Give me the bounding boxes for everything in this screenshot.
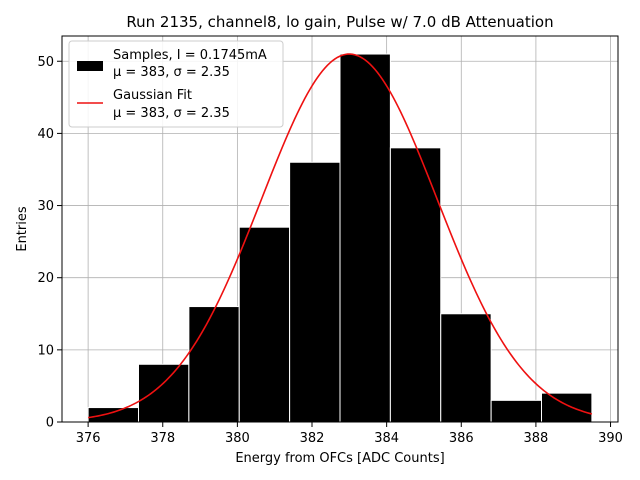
histogram-bar	[137, 363, 190, 423]
chart-title: Run 2135, channel8, lo gain, Pulse w/ 7.…	[126, 13, 553, 31]
histogram-bar	[389, 147, 442, 423]
legend-samples-label: Samples, I = 0.1745mA	[113, 48, 267, 63]
x-tick-label: 388	[523, 431, 548, 446]
x-axis-title: Energy from OFCs [ADC Counts]	[235, 451, 444, 466]
histogram-bar	[87, 407, 139, 423]
x-axis-ticks: 376 378 380 382 384 386 388 390	[76, 422, 623, 446]
y-axis-title: Entries	[15, 206, 30, 252]
y-tick-label: 50	[37, 55, 54, 70]
gaussian-fit-line	[88, 53, 593, 419]
x-tick-label: 376	[76, 431, 101, 446]
x-tick-label: 384	[374, 431, 399, 446]
x-tick-label: 378	[150, 431, 175, 446]
histogram-bar	[238, 226, 291, 423]
legend-fit-stats: μ = 383, σ = 2.35	[113, 106, 230, 121]
legend: Samples, I = 0.1745mA μ = 383, σ = 2.35 …	[68, 40, 284, 128]
histogram-bars	[87, 53, 593, 423]
x-tick-label: 382	[300, 431, 325, 446]
histogram-bar	[289, 161, 341, 423]
histogram-bar	[339, 53, 391, 423]
histogram-bar	[490, 399, 543, 423]
histogram-bar	[541, 392, 593, 423]
histogram-bar	[188, 306, 240, 423]
legend-samples-swatch	[77, 61, 103, 71]
plot-frame	[61, 35, 619, 423]
x-tick-label: 386	[449, 431, 474, 446]
x-tick-label: 390	[598, 431, 623, 446]
legend-box	[68, 40, 284, 128]
x-tick-label: 380	[225, 431, 250, 446]
y-axis-ticks: 0 10 20 30 40 50	[37, 55, 62, 431]
y-tick-label: 40	[37, 127, 54, 142]
y-tick-label: 0	[46, 416, 54, 431]
histogram-bar	[440, 313, 492, 423]
y-tick-label: 20	[37, 271, 54, 286]
legend-fit-label: Gaussian Fit	[113, 88, 192, 103]
y-tick-label: 10	[37, 343, 54, 358]
y-tick-label: 30	[37, 199, 54, 214]
legend-samples-stats: μ = 383, σ = 2.35	[113, 65, 230, 80]
